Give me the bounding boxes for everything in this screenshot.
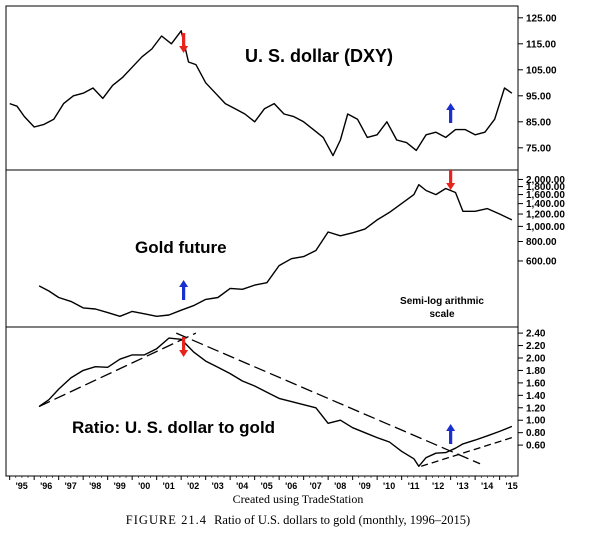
y-tick-label: 1,600.00 xyxy=(526,190,565,201)
up-arrow-icon xyxy=(446,424,456,444)
y-tick-label: 125.00 xyxy=(526,13,557,24)
x-tick-label: '98 xyxy=(89,481,101,491)
series-line xyxy=(38,183,513,317)
ratio-panel-title: Ratio: U. S. dollar to gold xyxy=(72,418,275,437)
y-tick-label: 85.00 xyxy=(526,117,551,128)
figure-caption-text: Ratio of U.S. dollars to gold (monthly, … xyxy=(214,513,470,527)
trendline-3 xyxy=(421,437,513,467)
x-tick-label: '09 xyxy=(359,481,371,491)
down-arrow-icon xyxy=(179,337,189,357)
y-tick-label: 2.40 xyxy=(526,329,546,340)
x-tick-label: '03 xyxy=(212,481,224,491)
x-tick-label: '05 xyxy=(261,481,273,491)
semi-log-note-line2: scale xyxy=(429,309,454,320)
y-tick-label: 1.60 xyxy=(526,378,546,389)
down-arrow-icon xyxy=(446,170,456,190)
x-tick-label: '08 xyxy=(334,481,346,491)
figure-caption: FIGURE 21.4 Ratio of U.S. dollars to gol… xyxy=(126,513,470,527)
y-tick-label: 1,200.00 xyxy=(526,210,565,221)
x-tick-label: '06 xyxy=(285,481,297,491)
down-arrow-icon xyxy=(179,33,189,53)
x-tick-label: '04 xyxy=(236,481,248,491)
x-tick-label: '14 xyxy=(481,481,493,491)
x-tick-label: '10 xyxy=(383,481,395,491)
up-arrow-icon xyxy=(446,103,456,123)
trendline-1 xyxy=(38,332,197,408)
y-tick-label: 105.00 xyxy=(526,65,557,76)
x-tick-label: '11 xyxy=(408,481,420,491)
y-tick-label: 1,400.00 xyxy=(526,199,565,210)
x-tick-label: '97 xyxy=(65,481,77,491)
y-tick-label: 2.00 xyxy=(526,354,546,365)
ratio-panel: 2.402.20 2.001.801.60 1.401.20 1.000.80 0.60 xyxy=(38,329,546,467)
y-tick-label: 75.00 xyxy=(526,143,551,154)
y-tick-label: 2.20 xyxy=(526,341,546,352)
x-tick-label: '13 xyxy=(457,481,469,491)
y-tick-label: 800.00 xyxy=(526,237,557,248)
x-tick-label: '12 xyxy=(432,481,444,491)
gold-panel: 2,000.001,800.001,600.001,400.001,200.00… xyxy=(38,170,565,317)
y-tick-label: 1.20 xyxy=(526,403,546,414)
x-tick-label: '00 xyxy=(138,481,150,491)
y-tick-label: 0.80 xyxy=(526,428,546,439)
x-tick-label: '02 xyxy=(187,481,199,491)
y-tick-label: 1,800.00 xyxy=(526,182,565,193)
x-tick-label: '96 xyxy=(40,481,52,491)
series-line xyxy=(38,337,513,467)
trendline-2 xyxy=(176,332,481,465)
x-tick-label: '01 xyxy=(163,481,175,491)
y-tick-label: 1.40 xyxy=(526,391,546,402)
y-tick-label: 1,000.00 xyxy=(526,222,565,233)
x-tick-label: '95 xyxy=(16,481,28,491)
y-tick-label: 1.80 xyxy=(526,366,546,377)
x-tick-label: '07 xyxy=(310,481,322,491)
figure-caption-label: FIGURE 21.4 xyxy=(126,513,207,527)
y-tick-label: 600.00 xyxy=(526,256,557,267)
up-arrow-icon xyxy=(179,280,189,300)
gold-panel-title: Gold future xyxy=(135,238,227,257)
y-tick-label: 115.00 xyxy=(526,39,556,50)
x-axis: '95 '96 '97 '98 '99 '00 '01 '02 '03 '04 '05 '06 '07 '… xyxy=(9,476,518,491)
x-tick-label: '15 xyxy=(506,481,518,491)
plot-frame xyxy=(5,5,519,477)
series-line xyxy=(9,30,513,157)
x-tick-label: '99 xyxy=(114,481,126,491)
semi-log-note-line1: Semi-log arithmic xyxy=(400,296,484,307)
y-tick-label: 2,000.00 xyxy=(526,175,565,186)
dollar-panel-title: U. S. dollar (DXY) xyxy=(245,46,393,66)
y-tick-label: 0.60 xyxy=(526,441,546,452)
credit-text: Created using TradeStation xyxy=(233,492,364,506)
y-tick-label: 1.00 xyxy=(526,416,546,427)
y-tick-label: 95.00 xyxy=(526,91,551,102)
dollar-panel: 125.00 115.00 105.00 95.00 85.00 75.00 xyxy=(9,13,557,157)
